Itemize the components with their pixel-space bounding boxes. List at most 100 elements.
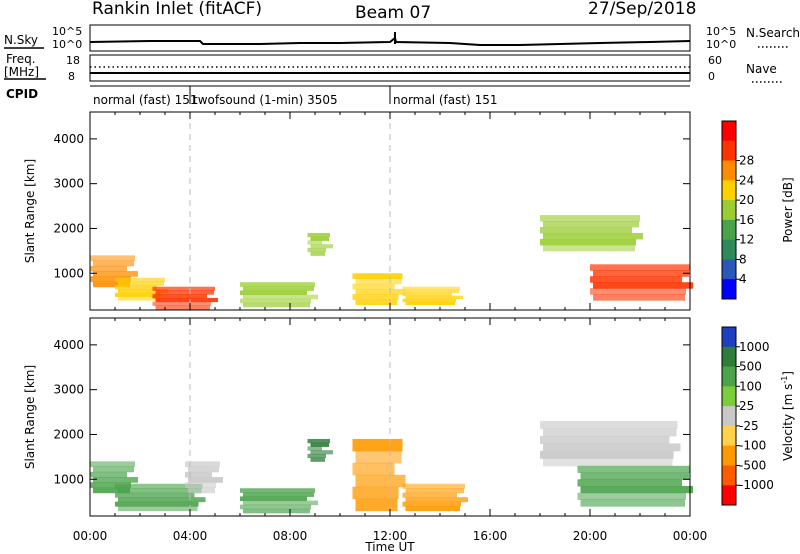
- x-tick-label: 12:00: [373, 529, 408, 543]
- power-region: [115, 277, 168, 301]
- velocity-region: [352, 438, 406, 512]
- beam-title: Beam 07: [355, 3, 431, 23]
- x-tick-label: 00:00: [673, 529, 708, 543]
- colorbar-swatch: [722, 259, 736, 280]
- colorbar-title: Power [dB]: [781, 177, 795, 242]
- colorbar-swatch: [722, 485, 736, 506]
- velocity-region: [577, 465, 693, 507]
- colorbar-swatch: [722, 200, 736, 221]
- freq-panel-frame: [89, 54, 691, 82]
- y-tick-label: 2000: [53, 427, 84, 441]
- noise-right-label: N.Search: [746, 26, 800, 40]
- power-colorbar: 4 8 12 16 20 24 28 Power [dB]: [721, 120, 795, 300]
- power-region: [540, 215, 643, 252]
- velocity-region: [402, 483, 468, 512]
- colorbar-swatch: [722, 279, 736, 300]
- colorbar-swatch: [722, 180, 736, 201]
- power-region: [90, 255, 138, 288]
- noise-panel-frame: [89, 24, 691, 52]
- noise-sky-trace: [89, 36, 691, 46]
- y-tick-label: 4000: [53, 338, 84, 352]
- colorbar-tick-label: 28: [739, 154, 754, 168]
- colorbar-title: Velocity [m s-1]: [780, 371, 795, 461]
- colorbar-swatch: [722, 239, 736, 260]
- velocity-region: [240, 488, 318, 514]
- colorbar-tick-label: -500: [739, 458, 766, 472]
- colorbar-tick-label: 16: [739, 213, 754, 227]
- y-tick-label: 4000: [53, 132, 84, 146]
- noise-right-tick-high: 10^5: [706, 25, 736, 38]
- y-tick-label: 3000: [53, 383, 84, 397]
- x-tick-label: 16:00: [473, 529, 508, 543]
- colorbar-swatch: [722, 465, 736, 486]
- colorbar-swatch: [722, 160, 736, 181]
- colorbar-tick-label: -100: [739, 439, 766, 453]
- colorbar-swatch: [722, 121, 736, 142]
- nave-right-tick-high: 60: [708, 54, 722, 67]
- colorbar-swatch: [722, 140, 736, 162]
- x-axis-title: Time UT: [364, 540, 415, 554]
- x-tick-label: 20:00: [573, 529, 608, 543]
- cpid-label: CPID: [6, 87, 38, 101]
- noise-left-tick-low: 10^0: [52, 38, 82, 51]
- colorbar-tick-label: 8: [739, 252, 747, 266]
- y-axis-title: Slant Range [km]: [23, 365, 37, 469]
- x-tick-label: 04:00: [173, 529, 208, 543]
- nave-label: Nave: [746, 62, 777, 76]
- colorbar-tick-label: 100: [739, 379, 762, 393]
- colorbar-swatch: [722, 327, 736, 348]
- y-axis-title: Slant Range [km]: [23, 159, 37, 263]
- power-region: [352, 273, 406, 306]
- noise-left-tick-high: 10^5: [52, 25, 82, 38]
- colorbar-swatch: [722, 445, 736, 466]
- noise-right-tick-low: 10^0: [706, 38, 736, 51]
- cpid-segment-label: normal (fast) 151: [393, 93, 497, 107]
- colorbar-tick-label: -1000: [739, 478, 774, 492]
- colorbar-tick-label: 500: [739, 360, 762, 374]
- y-tick-label: 1000: [53, 266, 84, 280]
- station-title: Rankin Inlet (fitACF): [92, 0, 262, 19]
- power-region: [307, 232, 333, 256]
- colorbar-swatch: [722, 406, 736, 427]
- colorbar-tick-label: 12: [739, 233, 754, 247]
- power-region: [590, 264, 693, 301]
- y-tick-label: 1000: [53, 472, 84, 486]
- power-region: [402, 286, 463, 306]
- velocity-region: [115, 483, 206, 512]
- y-tick-label: 3000: [53, 177, 84, 191]
- colorbar-swatch: [722, 219, 736, 241]
- colorbar-tick-label: 24: [739, 173, 754, 187]
- power-region: [152, 286, 218, 310]
- velocity-region: [185, 461, 223, 494]
- heatmap-panels: 1000 2000 3000 4000 Slant Range [km] 4 8 12 16 20…: [23, 111, 795, 543]
- colorbar-tick-label: 20: [739, 193, 754, 207]
- colorbar-tick-label: 1000: [739, 340, 770, 354]
- x-tick-label: 08:00: [273, 529, 308, 543]
- colorbar-swatch: [722, 425, 736, 447]
- cpid-segment-label: twofsound (1-min) 3505: [193, 93, 338, 107]
- freq-label-2: [MHz]: [4, 65, 39, 79]
- velocity-region: [90, 461, 138, 494]
- colorbar-tick-label: 25: [739, 399, 754, 413]
- colorbar-swatch: [722, 346, 736, 368]
- colorbar-tick-label: -25: [739, 419, 759, 433]
- velocity-region: [540, 421, 681, 467]
- x-tick-label: 00:00: [73, 529, 108, 543]
- velocity-colorbar: 1000 500 100 25 -25 -100 -500 -1000 Velocity [m …: [721, 326, 795, 506]
- power-panel: 1000 2000 3000 4000 Slant Range [km] 4 8 12 16 20…: [23, 111, 795, 311]
- freq-left-tick-low: 8: [68, 70, 75, 83]
- y-tick-label: 2000: [53, 221, 84, 235]
- noise-left-label: N.Sky: [4, 33, 38, 47]
- nave-right-tick-low: 0: [708, 70, 715, 83]
- cpid-segment-label: normal (fast) 151: [93, 93, 197, 107]
- date-title: 27/Sep/2018: [588, 0, 696, 19]
- colorbar-swatch: [722, 386, 736, 407]
- power-region: [240, 282, 318, 308]
- colorbar-tick-label: 4: [739, 272, 747, 286]
- velocity-region: [307, 438, 333, 462]
- colorbar-swatch: [722, 366, 736, 387]
- freq-label-1: Freq.: [6, 52, 36, 66]
